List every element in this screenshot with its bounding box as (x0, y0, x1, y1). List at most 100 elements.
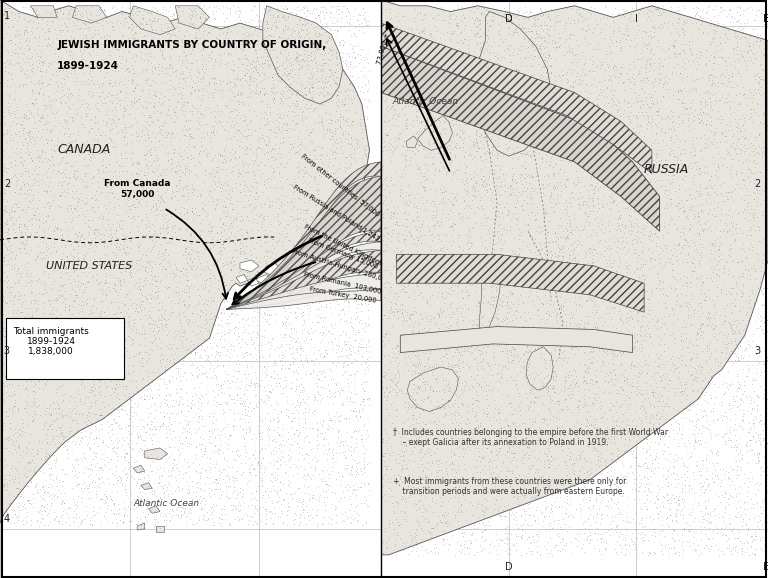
Point (569, 35, 581, 45)
Point (498, 257, 511, 266)
Point (479, 340, 492, 350)
Point (736, 291, 748, 301)
Point (11, 305, 23, 314)
Point (503, 95, 515, 104)
Point (300, 60, 312, 69)
Point (31, 48, 44, 57)
Point (127, 475, 140, 484)
Point (55, 428, 67, 437)
Point (53, 202, 65, 212)
Point (452, 18, 464, 28)
Point (644, 192, 657, 202)
Point (518, 449, 531, 458)
Point (271, 369, 283, 379)
Point (290, 53, 303, 62)
Point (481, 412, 493, 421)
Point (700, 516, 712, 525)
Point (596, 321, 608, 330)
Point (46, 258, 58, 267)
Point (201, 354, 214, 364)
Point (172, 165, 184, 175)
Point (574, 524, 586, 533)
Point (165, 22, 177, 31)
Point (422, 140, 435, 149)
Point (311, 370, 323, 380)
Point (419, 121, 431, 131)
Point (591, 175, 604, 184)
Point (499, 32, 511, 41)
Point (639, 40, 651, 49)
Point (294, 144, 306, 153)
Point (588, 269, 601, 279)
Point (44, 10, 56, 19)
Point (504, 190, 516, 199)
Point (431, 502, 443, 511)
Point (55, 477, 68, 486)
Point (637, 336, 650, 345)
Point (64, 104, 76, 113)
Point (727, 211, 739, 220)
Point (411, 358, 423, 368)
Point (707, 180, 720, 190)
Point (154, 197, 167, 206)
Point (746, 432, 758, 441)
Point (617, 109, 629, 118)
Point (121, 184, 133, 193)
Point (157, 483, 169, 492)
Point (3, 208, 15, 217)
Point (666, 118, 678, 127)
Point (556, 347, 568, 356)
Point (445, 366, 457, 375)
Point (709, 123, 721, 132)
Point (0, 218, 12, 228)
Point (160, 270, 172, 279)
Point (637, 405, 650, 414)
Point (276, 321, 288, 331)
Point (426, 211, 439, 220)
Point (346, 71, 359, 80)
Point (31, 303, 43, 312)
Point (535, 274, 547, 283)
Point (427, 221, 439, 230)
Point (638, 407, 650, 417)
Point (642, 550, 654, 560)
Point (524, 172, 536, 181)
Point (376, 239, 388, 248)
Point (217, 164, 230, 173)
Point (197, 177, 210, 187)
Point (340, 174, 353, 183)
Point (85, 239, 98, 249)
Point (355, 306, 367, 316)
Point (495, 514, 507, 524)
Point (141, 428, 153, 437)
Point (222, 69, 234, 79)
Point (251, 231, 263, 240)
Point (429, 62, 442, 71)
Point (442, 497, 454, 506)
Point (501, 307, 513, 316)
Point (345, 518, 357, 528)
Point (697, 5, 709, 14)
Point (131, 70, 144, 79)
Point (477, 354, 489, 364)
Point (102, 59, 114, 68)
Point (428, 221, 440, 230)
Point (158, 54, 170, 63)
Point (467, 487, 479, 496)
Point (482, 21, 495, 30)
Point (420, 267, 432, 276)
Point (108, 6, 121, 16)
Point (502, 24, 515, 33)
Point (224, 198, 237, 208)
Point (396, 299, 408, 309)
Point (519, 29, 531, 39)
Point (744, 222, 756, 231)
Point (567, 254, 579, 263)
Point (443, 540, 455, 549)
Point (473, 15, 485, 24)
Point (609, 545, 621, 554)
Point (319, 445, 332, 454)
Point (245, 378, 257, 387)
Point (760, 326, 768, 335)
Point (336, 52, 349, 61)
